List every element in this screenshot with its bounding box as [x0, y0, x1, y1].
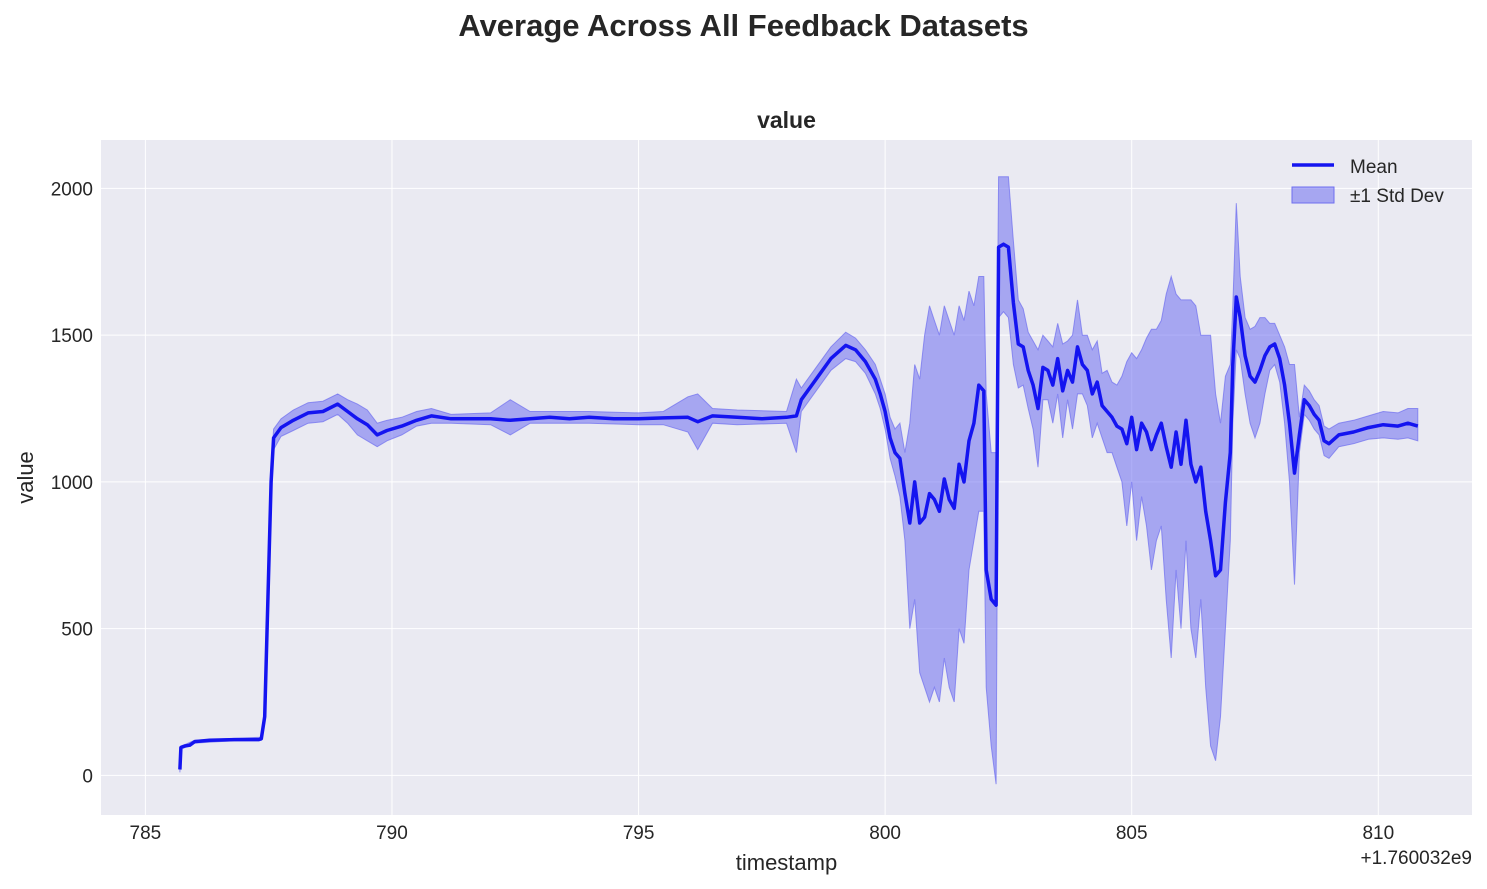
y-axis-label: value	[13, 451, 38, 504]
x-axis-offset-text: +1.760032e9	[1361, 848, 1472, 869]
mean-line	[178, 242, 1419, 770]
x-tick-label: 790	[376, 823, 408, 844]
plot-area	[101, 140, 1472, 815]
y-tick-label: 1000	[51, 473, 93, 494]
y-tick-label: 0	[82, 766, 93, 787]
legend-std-swatch	[1291, 186, 1335, 204]
y-tick-label: 1500	[51, 326, 93, 347]
legend-mean-label: Mean	[1350, 157, 1398, 178]
x-tick-label: 810	[1362, 823, 1394, 844]
legend-std-label: ±1 Std Dev	[1350, 186, 1444, 207]
std-dev-band	[179, 176, 1419, 785]
x-tick-label: 805	[1116, 823, 1148, 844]
axes-title: value	[757, 107, 816, 133]
x-axis-label: timestamp	[736, 850, 837, 875]
x-axis-ticks: 785 790 795 800 805 810	[130, 823, 1395, 844]
y-tick-label: 2000	[51, 179, 93, 200]
legend: Mean ±1 Std Dev	[1291, 157, 1444, 207]
figure-suptitle: Average Across All Feedback Datasets	[458, 8, 1029, 43]
y-tick-label: 500	[61, 620, 93, 641]
y-axis-ticks: 0 500 1000 1500 2000	[51, 179, 93, 787]
x-tick-label: 795	[623, 823, 655, 844]
x-tick-label: 800	[869, 823, 901, 844]
x-tick-label: 785	[130, 823, 162, 844]
